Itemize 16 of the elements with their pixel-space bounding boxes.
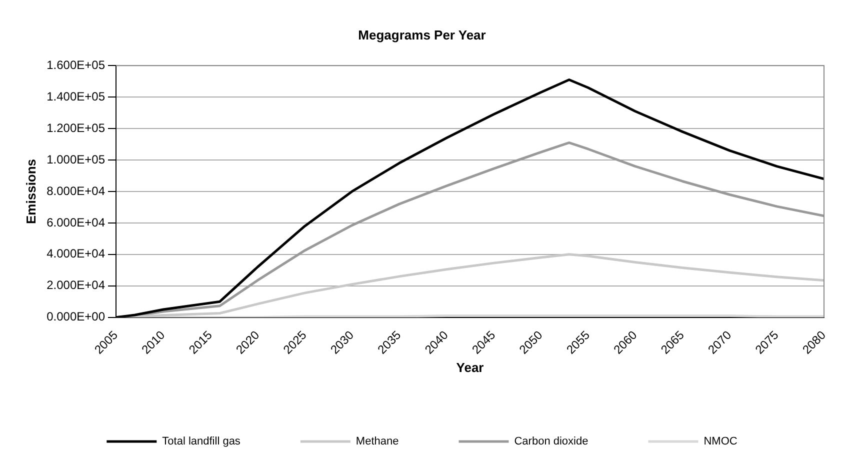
y-axis-title: Emissions [23,158,38,224]
y-tick-label: 1.400E+05 [46,89,106,104]
y-tick-label: 1.200E+05 [46,120,106,135]
y-tick-label: 1.000E+05 [46,152,106,166]
legend-label: Total landfill gas [162,436,241,448]
legend-label: NMOC [704,436,738,448]
y-tick-label: 0.000E+00 [46,310,106,324]
x-axis-title: Year [456,360,484,375]
y-tick-label: 6.000E+04 [46,215,106,230]
y-tick-label: 2.000E+04 [46,278,106,292]
y-tick-label: 4.000E+04 [46,246,106,261]
y-tick-label: 8.000E+04 [46,184,106,198]
legend-label: Carbon dioxide [514,436,588,448]
y-tick-label: 1.600E+05 [46,58,106,72]
legend-label: Methane [356,436,399,448]
chart-title: Megagrams Per Year [358,27,486,42]
